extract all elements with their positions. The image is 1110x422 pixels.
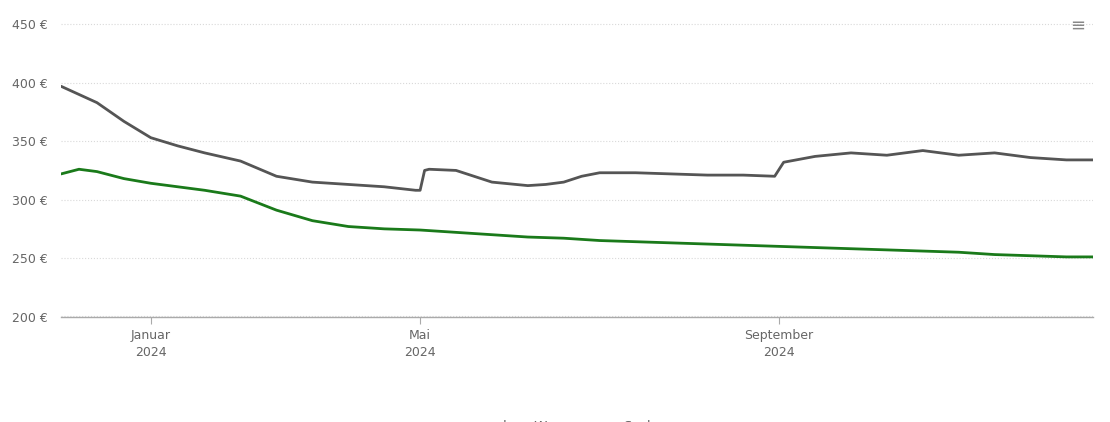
Legend: lose Ware, Sackware: lose Ware, Sackware: [462, 414, 693, 422]
lose Ware: [270, 208, 283, 213]
Line: lose Ware: lose Ware: [61, 169, 1093, 257]
Line: Sackware: Sackware: [61, 86, 1093, 190]
lose Ware: [144, 181, 158, 186]
Sackware: [700, 173, 714, 178]
Sackware: [952, 153, 966, 158]
Sackware: [1023, 155, 1037, 160]
lose Ware: [234, 194, 248, 199]
lose Ware: [72, 167, 85, 172]
lose Ware: [629, 239, 643, 244]
lose Ware: [737, 243, 750, 248]
Sackware: [522, 183, 535, 188]
lose Ware: [773, 244, 786, 249]
Sackware: [737, 173, 750, 178]
lose Ware: [342, 224, 355, 229]
lose Ware: [305, 218, 319, 223]
Sackware: [171, 143, 184, 149]
Sackware: [1060, 157, 1073, 162]
lose Ware: [557, 235, 571, 241]
Sackware: [593, 170, 606, 175]
Sackware: [270, 174, 283, 179]
lose Ware: [1023, 253, 1037, 258]
lose Ware: [1087, 254, 1100, 260]
lose Ware: [90, 169, 103, 174]
Sackware: [72, 92, 85, 97]
Sackware: [234, 159, 248, 164]
lose Ware: [485, 232, 498, 237]
Sackware: [629, 170, 643, 175]
lose Ware: [916, 249, 929, 254]
lose Ware: [377, 226, 391, 231]
Sackware: [777, 160, 790, 165]
Text: ≡: ≡: [1070, 17, 1086, 35]
Sackware: [665, 171, 678, 176]
Sackware: [485, 180, 498, 185]
lose Ware: [952, 250, 966, 255]
Sackware: [377, 184, 391, 189]
lose Ware: [880, 247, 894, 252]
Sackware: [118, 119, 131, 124]
lose Ware: [118, 176, 131, 181]
Sackware: [988, 150, 1001, 155]
Sackware: [916, 148, 929, 153]
lose Ware: [413, 227, 426, 233]
Sackware: [575, 174, 588, 179]
Sackware: [305, 180, 319, 185]
Sackware: [90, 100, 103, 105]
Sackware: [450, 168, 463, 173]
Sackware: [880, 153, 894, 158]
Sackware: [808, 154, 821, 159]
Sackware: [773, 167, 786, 172]
lose Ware: [845, 246, 858, 251]
lose Ware: [1060, 254, 1073, 260]
Sackware: [54, 84, 68, 89]
lose Ware: [700, 241, 714, 246]
lose Ware: [450, 230, 463, 235]
lose Ware: [171, 184, 184, 189]
lose Ware: [522, 235, 535, 240]
lose Ware: [665, 241, 678, 246]
lose Ware: [808, 245, 821, 250]
Sackware: [408, 188, 422, 193]
lose Ware: [54, 171, 68, 176]
Sackware: [557, 180, 571, 185]
Sackware: [1087, 157, 1100, 162]
Sackware: [413, 188, 426, 193]
Sackware: [342, 182, 355, 187]
Sackware: [198, 150, 211, 155]
lose Ware: [593, 238, 606, 243]
Sackware: [418, 168, 432, 173]
lose Ware: [988, 252, 1001, 257]
Sackware: [144, 135, 158, 140]
Sackware: [845, 150, 858, 155]
Sackware: [423, 167, 436, 172]
Sackware: [768, 174, 781, 179]
lose Ware: [198, 188, 211, 193]
Sackware: [539, 182, 553, 187]
